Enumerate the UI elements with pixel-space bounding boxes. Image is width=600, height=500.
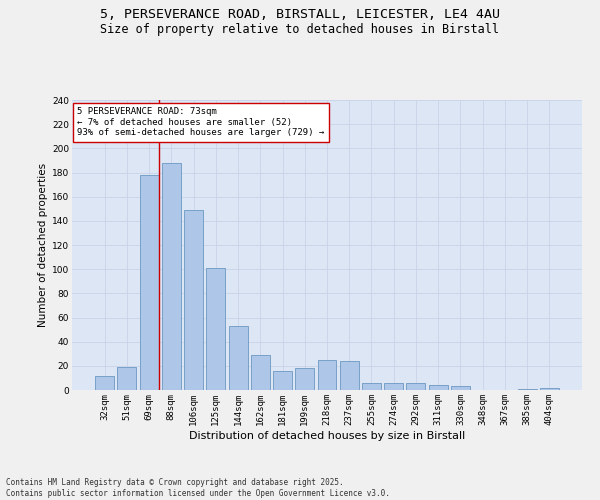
Bar — [95, 376, 114, 390]
Bar — [362, 383, 381, 390]
Text: Contains HM Land Registry data © Crown copyright and database right 2025.
Contai: Contains HM Land Registry data © Crown c… — [6, 478, 390, 498]
Bar — [317, 360, 337, 390]
Bar — [406, 383, 425, 390]
Bar — [340, 361, 359, 390]
Y-axis label: Number of detached properties: Number of detached properties — [38, 163, 48, 327]
Bar — [206, 268, 225, 390]
Bar — [140, 175, 158, 390]
Bar — [184, 210, 203, 390]
X-axis label: Distribution of detached houses by size in Birstall: Distribution of detached houses by size … — [189, 430, 465, 440]
Text: 5, PERSEVERANCE ROAD, BIRSTALL, LEICESTER, LE4 4AU: 5, PERSEVERANCE ROAD, BIRSTALL, LEICESTE… — [100, 8, 500, 20]
Bar — [295, 368, 314, 390]
Bar — [429, 385, 448, 390]
Bar — [451, 386, 470, 390]
Text: Size of property relative to detached houses in Birstall: Size of property relative to detached ho… — [101, 22, 499, 36]
Text: 5 PERSEVERANCE ROAD: 73sqm
← 7% of detached houses are smaller (52)
93% of semi-: 5 PERSEVERANCE ROAD: 73sqm ← 7% of detac… — [77, 108, 325, 137]
Bar — [540, 388, 559, 390]
Bar — [229, 326, 248, 390]
Bar — [384, 383, 403, 390]
Bar — [518, 389, 536, 390]
Bar — [273, 370, 292, 390]
Bar — [118, 367, 136, 390]
Bar — [162, 163, 181, 390]
Bar — [251, 355, 270, 390]
